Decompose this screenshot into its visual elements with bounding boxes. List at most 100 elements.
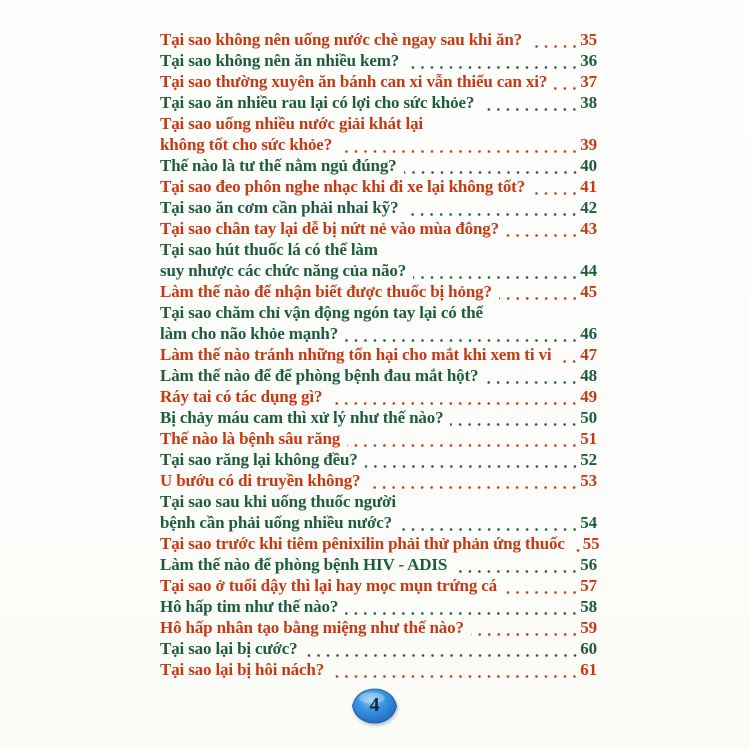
toc-entry-title: Tại sao lại bị cước? (160, 639, 298, 658)
toc-entry: Làm thế nào tránh những tổn hại cho mắt … (160, 345, 597, 366)
toc-entry-title: Tại sao hút thuốc lá có thể làm (160, 240, 378, 259)
toc-entry-page-number: 52 (580, 450, 597, 469)
toc-entry-page-number: 42 (580, 198, 597, 217)
toc-entry-title: Hô hấp tim như thế nào? (160, 597, 339, 616)
toc-entry-title: làm cho não khỏe mạnh? (160, 324, 339, 343)
toc-entry: Tại sao không nên uống nước chè ngay sau… (160, 30, 597, 51)
toc-entry-page-number: 49 (580, 387, 597, 406)
toc-entry-title: Tại sao ăn nhiều rau lại có lợi cho sức … (160, 93, 475, 112)
toc-entry-page-number: 41 (580, 177, 597, 196)
dot-leader (554, 87, 580, 90)
toc-entry-title: U bướu có di truyền không? (160, 471, 361, 490)
toc-entry: U bướu có di truyền không? 53 (160, 471, 597, 492)
dot-leader (481, 108, 580, 111)
toc-entry: Thế nào là bệnh sâu răng 51 (160, 429, 597, 450)
toc-entry-title: Tại sao chân tay lại dễ bị nứt nẻ vào mù… (160, 219, 499, 238)
toc-entry-page-number: 50 (580, 408, 597, 427)
toc-entry: bệnh cần phải uống nhiều nước? 54 (160, 513, 597, 534)
toc-entry-page-number: 53 (580, 471, 597, 490)
dot-leader (454, 570, 580, 573)
toc-entry: Hô hấp tim như thế nào? 58 (160, 597, 597, 618)
toc-entry-title: Bị chảy máu cam thì xử lý như thế nào? (160, 408, 444, 427)
toc-entry-page-number: 43 (580, 219, 597, 238)
toc-entry: Ráy tai có tác dụng gì? 49 (160, 387, 597, 408)
toc-entry: Tại sao trước khi tiêm pênixilin phải th… (160, 534, 600, 555)
dot-leader (347, 444, 580, 447)
toc-entry: Tại sao ăn nhiều rau lại có lợi cho sức … (160, 93, 597, 114)
dot-leader (532, 192, 580, 195)
toc-entry-title: Làm thế nào để để phòng bệnh đau mắt hột… (160, 366, 479, 385)
toc-entry-page-number: 57 (580, 576, 597, 595)
toc-entry: Tại sao chăm chỉ vận động ngón tay lại c… (160, 303, 597, 324)
dot-leader (485, 381, 580, 384)
toc-entry-page-number: 48 (580, 366, 597, 385)
toc-entry-title: Ráy tai có tác dụng gì? (160, 387, 323, 406)
toc-entry-title: Tại sao ở tuổi dậy thì lại hay mọc mụn t… (160, 576, 498, 595)
dot-leader (345, 612, 580, 615)
dot-leader (450, 423, 580, 426)
toc-entry-title: suy nhược các chức năng của não? (160, 261, 407, 280)
toc-entry-page-number: 55 (582, 534, 600, 553)
toc-entry-page-number: 45 (580, 282, 597, 301)
toc-entry-title: Thế nào là bệnh sâu răng (160, 429, 341, 448)
toc-entry-title: Làm thế nào để nhận biết được thuốc bị h… (160, 282, 492, 301)
toc-entry: Tại sao ăn cơm cần phải nhai kỹ? 42 (160, 198, 597, 219)
dot-leader (331, 675, 580, 678)
dot-leader (398, 528, 580, 531)
toc-entry: Tại sao thường xuyên ăn bánh can xi vẫn … (160, 72, 597, 93)
toc-entry-title: Làm thế nào để phòng bệnh HIV - ADIS (160, 555, 448, 574)
toc-entry: Tại sao ở tuổi dậy thì lại hay mọc mụn t… (160, 576, 597, 597)
toc-entry-page-number: 35 (580, 30, 597, 49)
toc-entry: làm cho não khỏe mạnh? 46 (160, 324, 597, 345)
toc-entry: suy nhược các chức năng của não? 44 (160, 261, 597, 282)
toc-entry-title: Thế nào là tư thế nằm ngủ đúng? (160, 156, 397, 175)
toc-entry-title: Tại sao chăm chỉ vận động ngón tay lại c… (160, 303, 483, 322)
dot-leader (571, 549, 582, 552)
toc-entry: Làm thế nào để phòng bệnh HIV - ADIS 56 (160, 555, 597, 576)
toc-entry-page-number: 47 (580, 345, 597, 364)
toc-entry-title: Tại sao răng lại không đều? (160, 450, 358, 469)
toc-entry-page-number: 37 (580, 72, 597, 91)
dot-leader (329, 402, 580, 405)
toc-entry-page-number: 46 (580, 324, 597, 343)
dot-leader (304, 654, 580, 657)
dot-leader (470, 633, 580, 636)
dot-leader (413, 276, 580, 279)
toc-entry-page-number: 54 (580, 513, 597, 532)
toc-entry: Thế nào là tư thế nằm ngủ đúng? 40 (160, 156, 597, 177)
dot-leader (403, 171, 580, 174)
toc-entry-title: Hô hấp nhân tạo bằng miệng như thế nào? (160, 618, 464, 637)
dot-leader (364, 465, 580, 468)
toc-entry: Tại sao lại bị hôi nách? 61 (160, 660, 597, 681)
dot-leader (406, 66, 580, 69)
toc-entry: không tốt cho sức khỏe? 39 (160, 135, 597, 156)
toc-entry: Hô hấp nhân tạo bằng miệng như thế nào? … (160, 618, 597, 639)
toc-entry-title: Tại sao không nên uống nước chè ngay sau… (160, 30, 522, 49)
toc-entry: Tại sao chân tay lại dễ bị nứt nẻ vào mù… (160, 219, 597, 240)
toc-entry-page-number: 44 (580, 261, 597, 280)
toc-entry: Làm thế nào để để phòng bệnh đau mắt hột… (160, 366, 597, 387)
toc-entry: Tại sao răng lại không đều? 52 (160, 450, 597, 471)
toc-entry-title: Tại sao sau khi uống thuốc người (160, 492, 396, 511)
toc-entry-page-number: 39 (580, 135, 597, 154)
toc-entry: Làm thế nào để nhận biết được thuốc bị h… (160, 282, 597, 303)
toc-entry-title: Tại sao uống nhiều nước giải khát lại (160, 114, 423, 133)
toc-entry: Tại sao lại bị cước? 60 (160, 639, 597, 660)
dot-leader (504, 591, 580, 594)
toc-entry-title: Tại sao ăn cơm cần phải nhai kỹ? (160, 198, 399, 217)
page-number-badge: 4 (351, 687, 398, 725)
dot-leader (367, 486, 580, 489)
toc-entry-title: bệnh cần phải uống nhiều nước? (160, 513, 392, 532)
toc-entry-title: Làm thế nào tránh những tổn hại cho mắt … (160, 345, 552, 364)
toc-entry-title: Tại sao không nên ăn nhiều kem? (160, 51, 400, 70)
toc-entry-page-number: 61 (580, 660, 597, 679)
toc-entry-page-number: 60 (580, 639, 597, 658)
toc-entry: Tại sao đeo phôn nghe nhạc khi đi xe lại… (160, 177, 597, 198)
dot-leader (345, 339, 580, 342)
page-number: 4 (369, 693, 380, 716)
toc-entry-page-number: 51 (580, 429, 597, 448)
dot-leader (339, 150, 580, 153)
toc-entry-title: Tại sao trước khi tiêm pênixilin phải th… (160, 534, 565, 553)
toc-entry-page-number: 36 (580, 51, 597, 70)
